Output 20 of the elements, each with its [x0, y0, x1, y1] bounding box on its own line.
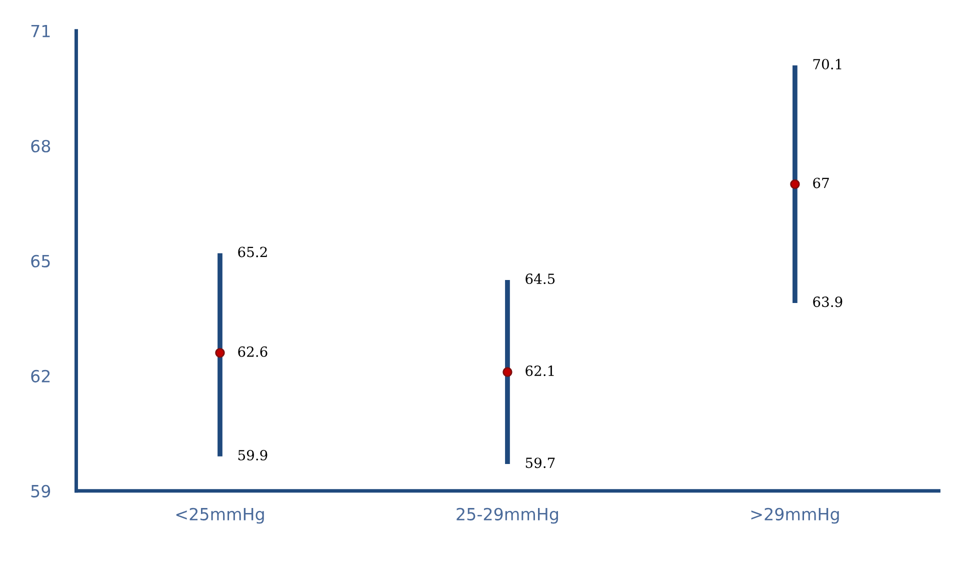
annotation: 65.2 — [238, 246, 267, 258]
x-tick-label: >29mmHg — [751, 508, 839, 524]
data-label: 62.6 — [238, 346, 268, 357]
point — [215, 348, 225, 358]
annotation: 59.7 — [526, 458, 555, 468]
y-tick-label: 71 — [31, 25, 50, 38]
point — [790, 179, 800, 190]
annotation: 59.9 — [238, 450, 268, 460]
annotation: 70.1 — [813, 58, 842, 70]
data-label: 67 — [813, 178, 829, 188]
point — [502, 367, 512, 377]
y-tick-label: 59 — [31, 484, 50, 498]
x-tick-label: <25mmHg — [176, 508, 264, 524]
data-label: 62.1 — [526, 366, 554, 376]
y-tick-label: 65 — [31, 254, 50, 268]
annotation: 63.9 — [813, 296, 842, 308]
x-tick-label: 25-29mmHg — [456, 508, 558, 524]
y-tick-label: 68 — [31, 140, 50, 152]
annotation: 64.5 — [526, 274, 555, 284]
y-tick-label: 62 — [31, 370, 50, 382]
